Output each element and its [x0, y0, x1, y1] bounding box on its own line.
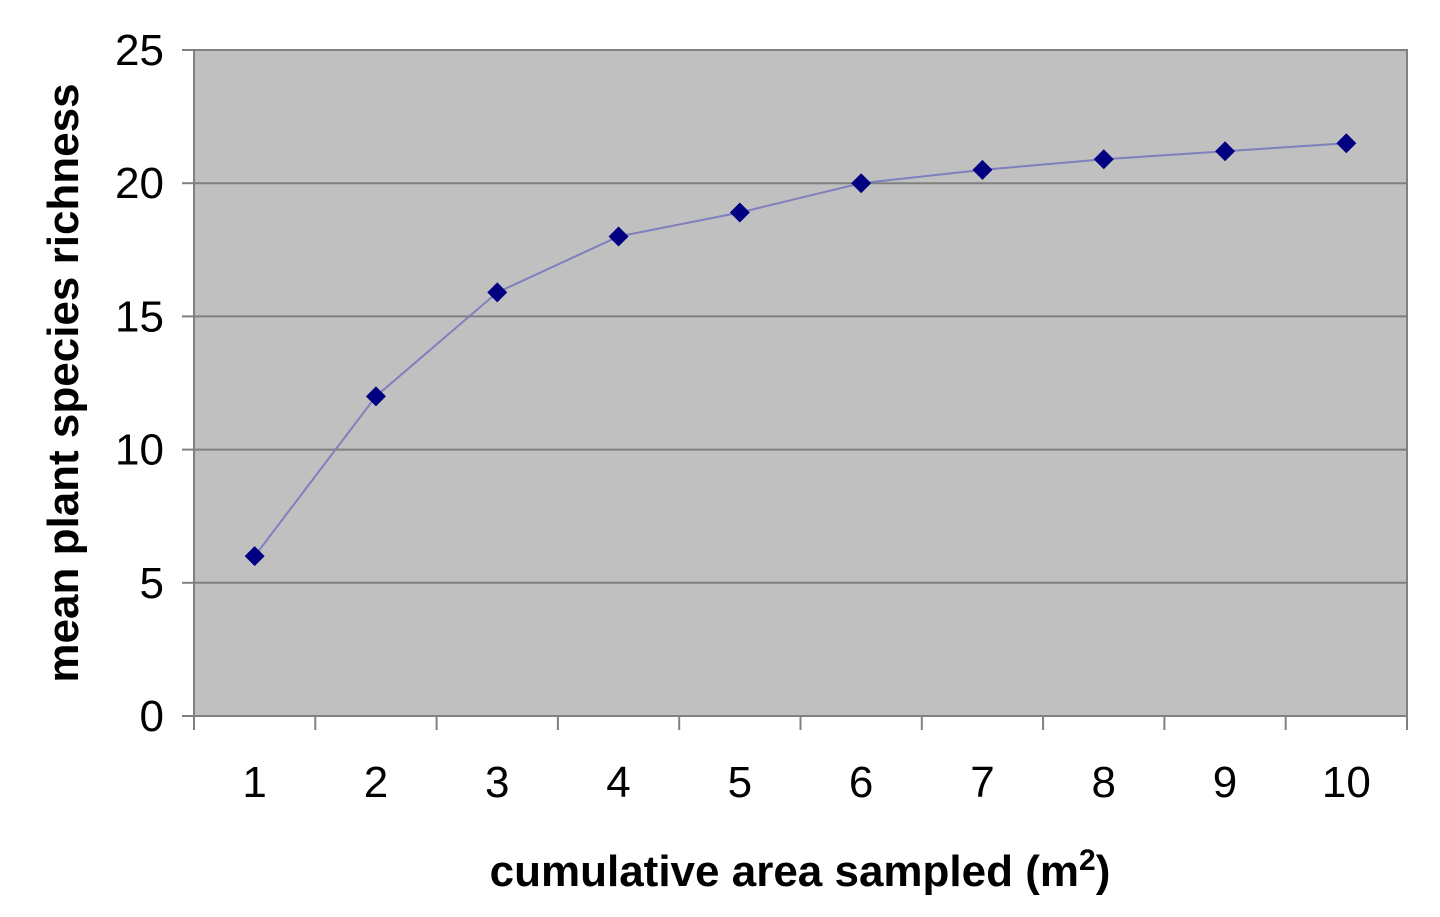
x-axis-title: cumulative area sampled (m2): [490, 844, 1111, 896]
data-point-marker: [487, 282, 508, 303]
series-line: [253, 142, 1347, 557]
x-axis-title-text: cumulative area sampled (m: [490, 847, 1079, 896]
x-tick-label: 8: [1092, 758, 1116, 807]
y-axis-title: mean plant species richness: [39, 83, 88, 682]
x-tick-label: 7: [970, 758, 994, 807]
x-tick-label: 9: [1213, 758, 1237, 807]
x-axis-title-close: ): [1096, 847, 1111, 896]
data-point-marker: [1215, 141, 1236, 162]
x-tick-label: 4: [606, 758, 630, 807]
data-point-marker: [1336, 133, 1357, 154]
x-tick-label: 5: [728, 758, 752, 807]
y-tick-label: 15: [115, 292, 164, 341]
x-tick-label: 2: [364, 758, 388, 807]
gridlines: [194, 182, 1407, 584]
x-tick-label: 6: [849, 758, 873, 807]
y-tick-label: 5: [140, 559, 164, 608]
x-axis-ticks: 1 2 3 4 5 6 7 8 9 10: [193, 716, 1408, 807]
data-point-marker: [365, 386, 386, 407]
data-point-marker: [1093, 149, 1114, 170]
x-tick-label: 1: [242, 758, 266, 807]
y-tick-label: 0: [140, 692, 164, 741]
x-tick-label: 10: [1322, 758, 1371, 807]
y-axis-ticks: 0 5 10 15 20 25: [115, 26, 194, 741]
x-tick-label: 3: [485, 758, 509, 807]
y-tick-label: 20: [115, 159, 164, 208]
y-tick-label: 10: [115, 426, 164, 475]
data-point-marker: [729, 202, 750, 223]
y-tick-label: 25: [115, 26, 164, 75]
x-axis-title-superscript: 2: [1079, 844, 1096, 877]
data-point-marker: [608, 226, 629, 247]
data-point-marker: [972, 159, 993, 180]
data-series: [244, 133, 1357, 567]
data-point-marker: [244, 546, 265, 567]
plot-area: [193, 49, 1408, 717]
data-point-marker: [851, 173, 872, 194]
